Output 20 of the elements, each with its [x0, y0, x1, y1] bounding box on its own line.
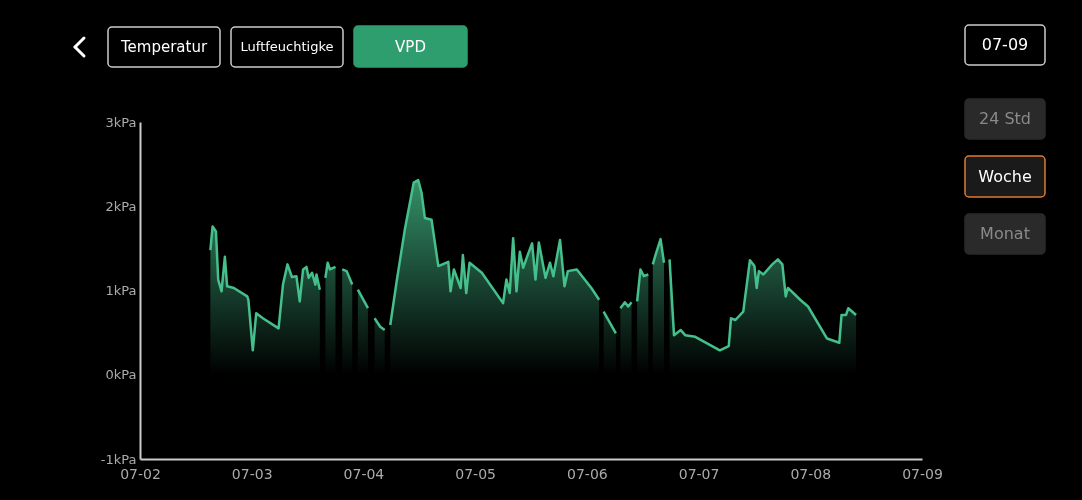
- x-tick-label: 07-02: [120, 465, 161, 482]
- y-tick-label: 2kPa: [105, 198, 137, 214]
- text: 24 Std: [978, 109, 1032, 128]
- text: Woche: [978, 166, 1032, 186]
- y-tick-label: 0kPa: [105, 367, 137, 383]
- x-tick-label: 07-06: [567, 465, 608, 482]
- text: Temperatur: [119, 38, 208, 56]
- x-tick-label: 07-08: [790, 465, 832, 482]
- text: Monat: [980, 224, 1030, 243]
- x-tick-label: 07-05: [455, 465, 496, 482]
- y-tick-label: 1kPa: [105, 283, 137, 298]
- text: 07-09: [981, 35, 1029, 54]
- x-tick-label: 07-04: [343, 465, 385, 482]
- x-tick-label: 07-09: [902, 465, 943, 482]
- text: Luftfeuchtigke: [240, 39, 334, 54]
- x-tick-label: 07-03: [231, 465, 273, 482]
- y-tick-label: -1kPa: [100, 451, 137, 467]
- text: VPD: [395, 37, 426, 56]
- x-tick-label: 07-07: [678, 465, 720, 482]
- y-tick-label: 3kPa: [105, 114, 137, 130]
